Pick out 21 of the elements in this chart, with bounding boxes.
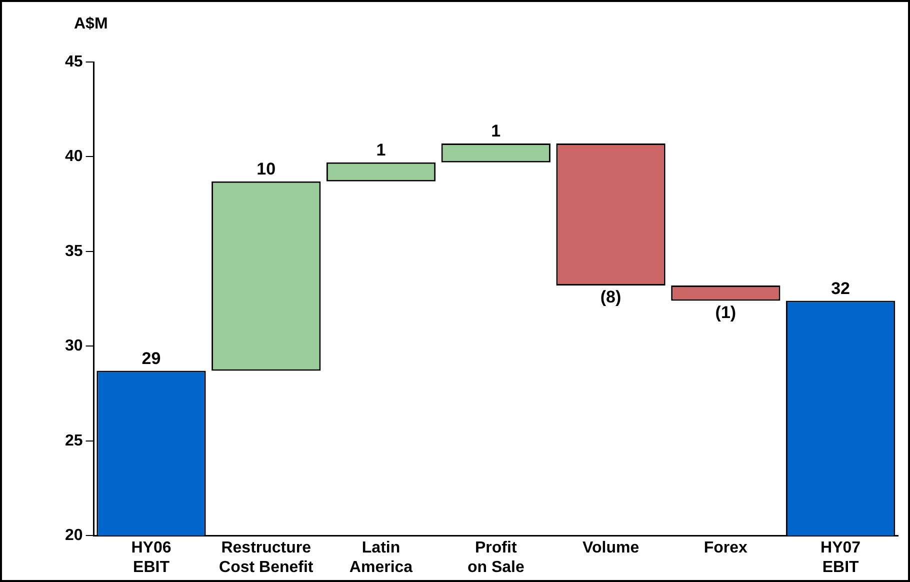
x-tick-label: Profit on Sale (467, 540, 524, 576)
x-tick-label: Forex (704, 540, 748, 557)
data-label: 10 (256, 160, 276, 179)
y-tick-label: 45 (65, 53, 83, 70)
y-tick-label: 30 (65, 338, 83, 355)
data-label: 1 (491, 122, 501, 141)
x-tick-label: Volume (582, 540, 640, 557)
y-tick-label: 40 (65, 148, 83, 166)
y-tick-label: 35 (65, 242, 83, 260)
data-label: (8) (600, 288, 622, 307)
y-tick-label: 25 (65, 432, 83, 450)
x-tick-label: Latin America (349, 540, 413, 576)
data-label: 1 (376, 140, 386, 160)
x-tick-label: HY07 EBIT (820, 540, 861, 576)
x-tick-label: Restructure Cost Benefit (219, 540, 314, 576)
data-label: 32 (831, 278, 850, 298)
data-label: 29 (142, 348, 161, 368)
x-tick-label: HY06 EBIT (131, 540, 172, 576)
y-tick-label: 20 (65, 527, 83, 544)
y-axis-title: A$M (74, 15, 108, 32)
data-label: (1) (715, 302, 736, 322)
